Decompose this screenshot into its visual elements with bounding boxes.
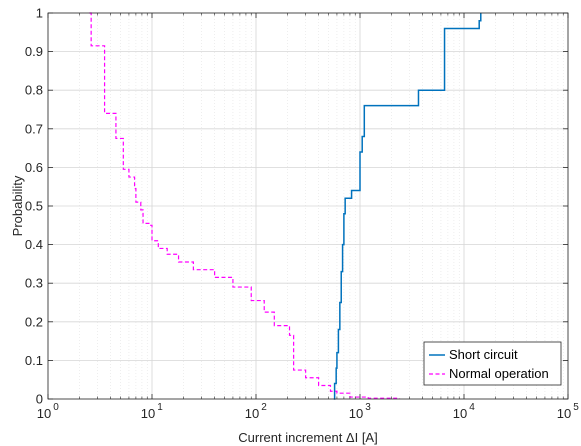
x-tick-exponent: 4 bbox=[469, 402, 475, 413]
y-tick-label: 1 bbox=[36, 6, 43, 21]
axes-layer bbox=[47, 12, 569, 400]
y-tick-label: 0.2 bbox=[25, 314, 43, 329]
x-tick-exponent: 3 bbox=[365, 402, 371, 413]
series-line-short-circuit bbox=[333, 13, 482, 400]
y-tick-label: 0.3 bbox=[25, 276, 43, 291]
y-tick-label: 0.5 bbox=[25, 199, 43, 214]
x-tick-label: 10 bbox=[245, 406, 259, 421]
legend-box bbox=[423, 341, 562, 386]
x-axis-label: Current increment ΔI [A] bbox=[238, 430, 377, 445]
x-tick-label: 10 bbox=[349, 406, 363, 421]
y-tick-label: 0.8 bbox=[25, 83, 43, 98]
legend-label-normal-operation: Normal operation bbox=[449, 366, 549, 381]
y-tick-label: 0.6 bbox=[25, 160, 43, 175]
y-tick-label: 0.4 bbox=[25, 237, 43, 252]
y-tick-label: 0 bbox=[36, 392, 43, 407]
legend: Short circuit Normal operation bbox=[423, 341, 562, 386]
y-axis-label: Probability bbox=[10, 175, 25, 236]
y-tick-labels: 0 0.1 0.2 0.3 0.4 0.5 0.6 0.7 0.8 0.9 1 bbox=[25, 6, 43, 407]
x-tick-exponent: 2 bbox=[261, 402, 267, 413]
y-tick-label: 0.9 bbox=[25, 44, 43, 59]
y-tick-label: 0.1 bbox=[25, 353, 43, 368]
x-tick-exponent: 1 bbox=[157, 402, 163, 413]
x-tick-label: 10 bbox=[37, 406, 51, 421]
y-tick-label: 0.7 bbox=[25, 121, 43, 136]
x-tick-label: 10 bbox=[453, 406, 467, 421]
x-tick-exponent: 0 bbox=[53, 402, 59, 413]
legend-label-short-circuit: Short circuit bbox=[449, 347, 518, 362]
x-tick-label: 10 bbox=[141, 406, 155, 421]
x-tick-label: 10 bbox=[557, 406, 571, 421]
x-tick-labels: 10 0 10 1 10 2 10 3 10 4 10 5 bbox=[37, 402, 579, 421]
series-line-normal-operation bbox=[89, 12, 401, 399]
series-layer bbox=[89, 12, 482, 400]
x-tick-exponent: 5 bbox=[573, 402, 579, 413]
